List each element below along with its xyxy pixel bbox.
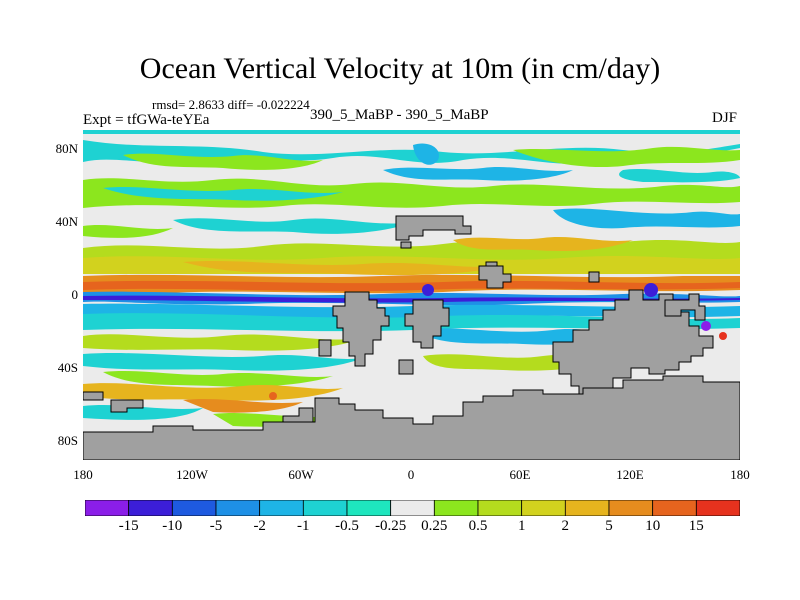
- colorbar-swatch: [259, 500, 304, 516]
- colorbar-swatch: [608, 500, 654, 516]
- y-tick-label: 80N: [55, 141, 78, 156]
- rmsd-diff-stats: rmsd= 2.8633 diff= -0.022224: [152, 97, 310, 112]
- x-tick-label: 0: [407, 467, 415, 482]
- colorbar-swatch: [215, 500, 261, 516]
- colorbar-swatches: [85, 500, 740, 516]
- colorbar-label: -0.25: [375, 518, 407, 534]
- y-tick-label: 80S: [57, 433, 78, 448]
- colorbar-label: -0.5: [335, 518, 359, 534]
- vertical-velocity-field: [83, 130, 740, 460]
- colorbar-label: -15: [118, 518, 139, 534]
- colorbar-label: 5: [605, 518, 613, 534]
- colorbar-label: -2: [253, 518, 266, 534]
- colorbar-label: 10: [645, 518, 661, 534]
- colorbar-swatch: [433, 500, 479, 516]
- colorbar-label: 0.5: [468, 518, 488, 534]
- map-title: Ocean Vertical Velocity at 10m (in cm/da…: [139, 52, 661, 85]
- y-tick-label: 40S: [57, 360, 78, 375]
- season-label: DJF: [712, 110, 738, 126]
- colorbar-swatch: [390, 500, 435, 516]
- colorbar-swatch: [521, 500, 566, 516]
- colorbar-swatch: [695, 500, 740, 516]
- colorbar-swatch: [652, 500, 697, 516]
- colorbar-label: 1: [517, 518, 526, 534]
- case-subtitle: 390_5_MaBP - 390_5_MaBP: [310, 107, 489, 123]
- colorbar-label: -5: [209, 518, 223, 534]
- colorbar-swatch: [346, 500, 392, 516]
- map-panel: [83, 130, 740, 460]
- x-tick-label: 180: [73, 467, 93, 482]
- colorbar: [85, 500, 740, 516]
- colorbar-swatch: [128, 500, 173, 516]
- colorbar-swatch: [85, 500, 130, 516]
- colorbar-swatch: [171, 500, 217, 516]
- x-tick-label: 120W: [176, 467, 208, 482]
- colorbar-label: -10: [162, 518, 183, 534]
- x-tick-label: 60W: [288, 467, 314, 482]
- y-tick-label: 0: [71, 287, 79, 302]
- y-tick-label: 40N: [55, 214, 78, 229]
- x-tick-label: 120E: [616, 467, 644, 482]
- x-tick-label: 180: [730, 467, 750, 482]
- colorbar-swatch: [302, 500, 348, 516]
- colorbar-label: 2: [561, 518, 570, 534]
- colorbar-swatch: [477, 500, 523, 516]
- experiment-label: Expt = tfGWa-teYEa: [83, 112, 210, 128]
- colorbar-label: 0.25: [421, 518, 448, 534]
- x-tick-label: 60E: [509, 467, 531, 482]
- colorbar-label: -1: [297, 518, 310, 534]
- colorbar-swatch: [564, 500, 610, 516]
- colorbar-label: 15: [688, 518, 704, 534]
